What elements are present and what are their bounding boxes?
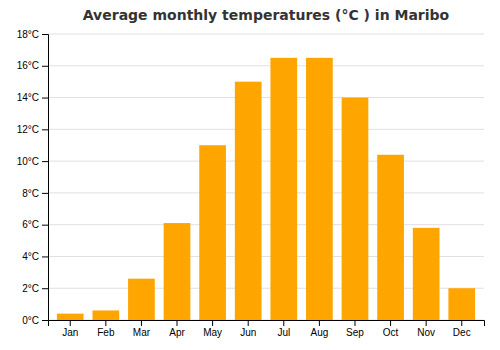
- y-tick: 8°C: [22, 188, 48, 199]
- x-tick: Oct: [383, 320, 399, 338]
- x-tick-label: Aug: [310, 327, 328, 338]
- bar: [342, 98, 369, 320]
- bar: [448, 288, 475, 320]
- x-tick-label: Dec: [453, 327, 471, 338]
- x-tick: Mar: [133, 320, 151, 338]
- bars: [57, 58, 475, 320]
- x-tick-label: Jun: [240, 327, 256, 338]
- x-tick: Apr: [169, 320, 185, 338]
- bar: [235, 82, 262, 320]
- y-tick-mark: [42, 161, 48, 162]
- y-axis: 0°C 2°C 4°C 6°C 8°C 10°C 12°C 14°C 16°C 18°C: [17, 29, 49, 326]
- y-tick-mark: [42, 256, 48, 257]
- y-tick-label: 12°C: [17, 124, 39, 135]
- x-tick-mark: [283, 320, 284, 326]
- x-tick-mark: [390, 320, 391, 326]
- y-tick: 0°C: [22, 315, 48, 326]
- x-tick: May: [203, 320, 222, 338]
- x-tick-mark: [141, 320, 142, 326]
- x-tick-mark: [354, 320, 355, 326]
- bar: [199, 145, 226, 320]
- grid-line: [48, 65, 484, 66]
- x-tick-mark: [248, 320, 249, 326]
- x-tick: Jul: [277, 320, 290, 338]
- x-tick: Jun: [240, 320, 256, 338]
- x-axis-line: [49, 321, 485, 327]
- y-tick-mark: [42, 34, 48, 35]
- y-tick-mark: [42, 320, 48, 321]
- y-tick: 4°C: [22, 251, 48, 262]
- grid-line: [48, 192, 484, 193]
- grid-line: [48, 161, 484, 162]
- y-tick-mark: [42, 288, 48, 289]
- y-tick-label: 2°C: [22, 283, 39, 294]
- bar: [413, 228, 440, 320]
- x-tick-label: May: [203, 327, 222, 338]
- grid: [48, 34, 484, 320]
- x-tick-mark: [461, 320, 462, 326]
- x-tick: Feb: [97, 320, 115, 338]
- y-tick-label: 4°C: [22, 251, 39, 262]
- y-tick: 2°C: [22, 283, 48, 294]
- y-tick: 6°C: [22, 219, 48, 230]
- bar: [92, 310, 119, 320]
- x-tick-mark: [177, 320, 178, 326]
- grid-line: [48, 97, 484, 98]
- x-tick: Sep: [346, 320, 364, 338]
- grid-line: [48, 224, 484, 225]
- x-tick-label: Apr: [169, 327, 185, 338]
- y-tick-label: 16°C: [17, 60, 39, 71]
- title: Average monthly temperatures (°C ) in Ma…: [83, 7, 450, 23]
- bar: [270, 58, 297, 320]
- x-tick-label: Oct: [383, 327, 399, 338]
- y-tick-mark: [42, 129, 48, 130]
- y-tick-label: 0°C: [22, 315, 39, 326]
- plot: Jan Feb Mar Apr May Jun Jul Aug Sep Oct Nov Dec 0°C 2…: [17, 29, 485, 338]
- x-tick-mark: [426, 320, 427, 326]
- y-tick-label: 10°C: [17, 156, 39, 167]
- x-tick-label: Mar: [133, 327, 151, 338]
- x-tick: Aug: [310, 320, 328, 338]
- x-tick-label: Jan: [62, 327, 78, 338]
- x-tick-label: Jul: [277, 327, 290, 338]
- y-tick: 10°C: [17, 156, 48, 167]
- y-tick-mark: [42, 98, 48, 99]
- x-tick: Dec: [453, 320, 471, 338]
- chart: Jan Feb Mar Apr May Jun Jul Aug Sep Oct Nov Dec 0°C 2…: [0, 0, 500, 350]
- y-tick-mark: [42, 193, 48, 194]
- x-tick-label: Nov: [417, 327, 435, 338]
- x-tick-label: Feb: [97, 327, 115, 338]
- bar: [128, 279, 155, 320]
- y-tick-mark: [42, 225, 48, 226]
- y-tick: 18°C: [17, 29, 48, 40]
- x-tick-mark: [319, 320, 320, 326]
- y-tick-label: 18°C: [17, 29, 39, 40]
- bar: [306, 58, 333, 320]
- y-tick: 16°C: [17, 60, 48, 71]
- x-tick-mark: [212, 320, 213, 326]
- x-tick: Jan: [62, 320, 78, 338]
- grid-line: [48, 34, 484, 35]
- bar: [377, 155, 404, 320]
- y-tick-mark: [42, 66, 48, 67]
- y-tick: 12°C: [17, 124, 48, 135]
- bar: [57, 314, 84, 320]
- bar: [164, 223, 191, 320]
- x-tick: Nov: [417, 320, 435, 338]
- y-axis-line: [42, 35, 49, 321]
- grid-line: [48, 129, 484, 130]
- y-tick-label: 6°C: [22, 219, 39, 230]
- y-tick-label: 14°C: [17, 92, 39, 103]
- x-tick-mark: [105, 320, 106, 326]
- x-axis: Jan Feb Mar Apr May Jun Jul Aug Sep Oct Nov Dec: [49, 320, 485, 338]
- y-tick: 14°C: [17, 92, 48, 103]
- x-tick-mark: [70, 320, 71, 326]
- y-tick-label: 8°C: [22, 188, 39, 199]
- x-tick-label: Sep: [346, 327, 364, 338]
